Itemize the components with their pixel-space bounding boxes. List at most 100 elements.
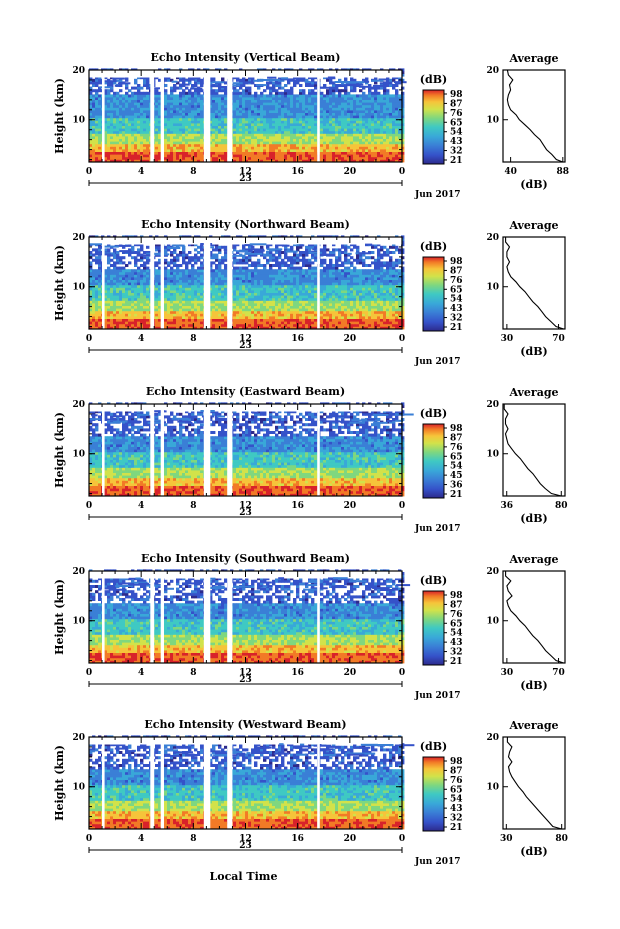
heatmap-cell [335, 86, 339, 90]
heatmap-cell [221, 141, 225, 145]
heatmap-cell [365, 107, 369, 111]
heatmap-cell [191, 310, 195, 314]
heatmap-cell [365, 81, 369, 85]
heatmap-cell [332, 123, 336, 126]
heatmap-cell [125, 146, 129, 150]
heatmap-cell [347, 136, 351, 139]
heatmap-cell [215, 120, 219, 124]
heatmap-cell [266, 99, 270, 103]
heatmap-cell [164, 295, 168, 299]
heatmap-cell [335, 308, 339, 312]
heatmap-cell [248, 133, 252, 137]
heatmap-cell [242, 110, 246, 113]
heatmap-cell [209, 323, 213, 327]
heatmap-cell [170, 316, 174, 319]
heatmap-cell [329, 297, 333, 301]
heatmap-cell [122, 117, 126, 121]
heatmap-cell [131, 292, 135, 296]
heatmap-cell [392, 141, 396, 145]
heatmap-cell [218, 104, 222, 108]
heatmap-cell [236, 133, 240, 137]
heatmap-cell [194, 102, 198, 106]
echo-streak [393, 81, 407, 84]
heatmap-cell [383, 305, 387, 309]
data-gap [203, 70, 211, 162]
heatmap-cell [269, 97, 273, 100]
heatmap-cell [260, 120, 264, 124]
heatmap-cell [197, 295, 201, 299]
heatmap-cell [338, 102, 342, 106]
heatmap-cell [185, 141, 189, 145]
heatmap-cell [329, 115, 333, 119]
heatmap-cell [389, 326, 393, 330]
heatmap-cell [92, 104, 96, 108]
heatmap-cell [284, 154, 288, 158]
heatmap-cell [371, 110, 375, 113]
data-gap [160, 70, 164, 162]
heatmap-cell [146, 97, 150, 100]
heatmap-cell [344, 97, 348, 100]
heatmap-cell [362, 143, 366, 147]
heatmap-cell [113, 292, 117, 296]
heatmap-cell [233, 143, 237, 147]
heatmap-cell [218, 146, 222, 150]
heatmap-cell [293, 120, 297, 124]
heatmap-cell [131, 99, 135, 103]
heatmap-cell [164, 104, 168, 108]
heatmap-cell [107, 300, 111, 304]
heatmap-cell [197, 125, 201, 129]
heatmap-cell [311, 89, 315, 93]
heatmap-cell [335, 297, 339, 301]
heatmap-cell [401, 71, 405, 74]
heatmap-cell [287, 308, 291, 312]
heatmap-cell [401, 326, 405, 330]
heatmap-cell [281, 159, 285, 163]
heatmap-cell [374, 318, 378, 322]
heatmap-cell [365, 133, 369, 137]
heatmap-cell [344, 295, 348, 299]
heatmap-cell [236, 128, 240, 132]
heatmap-cell [209, 138, 213, 142]
heatmap-cell [140, 112, 144, 116]
heatmap-cell [320, 125, 324, 129]
heatmap-cell [185, 326, 189, 330]
heatmap-cell [170, 295, 174, 299]
heatmap-cell [305, 97, 309, 100]
heatmap-cell [398, 99, 402, 103]
colorbar-tick-label: 87 [450, 99, 463, 109]
heatmap-cell [236, 138, 240, 142]
heatmap-cell [296, 112, 300, 116]
heatmap-cell [92, 143, 96, 147]
heatmap-cell [323, 292, 327, 296]
heatmap-cell [260, 310, 264, 314]
heatmap-cell [380, 97, 384, 100]
heatmap-cell [92, 154, 96, 158]
heatmap-cell [134, 107, 138, 111]
heatmap-cell [194, 295, 198, 299]
heatmap-cell [338, 91, 342, 95]
heatmap-cell [140, 292, 144, 296]
heatmap-cell [134, 91, 138, 95]
heatmap-cell [332, 84, 336, 87]
heatmap-cell [92, 290, 96, 293]
heatmap-cell [392, 159, 396, 163]
heatmap-cell [176, 310, 180, 314]
heatmap-cell [260, 146, 264, 150]
heatmap-cell [176, 305, 180, 309]
heatmap-cell [347, 159, 351, 163]
heatmap-cell [134, 316, 138, 319]
heatmap-cell [323, 323, 327, 327]
heatmap-cell [173, 133, 177, 137]
heatmap-cell [164, 323, 168, 327]
heatmap-cell [344, 305, 348, 309]
heatmap-cell [167, 115, 171, 119]
heatmap-cell [308, 321, 312, 325]
heatmap-cell [269, 159, 273, 163]
heatmap-cell [365, 112, 369, 116]
heatmap-cell [242, 143, 246, 147]
heatmap-cell [140, 128, 144, 132]
x-tick-label: 0 [86, 167, 92, 177]
heatmap-cell [194, 107, 198, 111]
heatmap-cell [386, 292, 390, 296]
heatmap-cell [95, 303, 99, 306]
